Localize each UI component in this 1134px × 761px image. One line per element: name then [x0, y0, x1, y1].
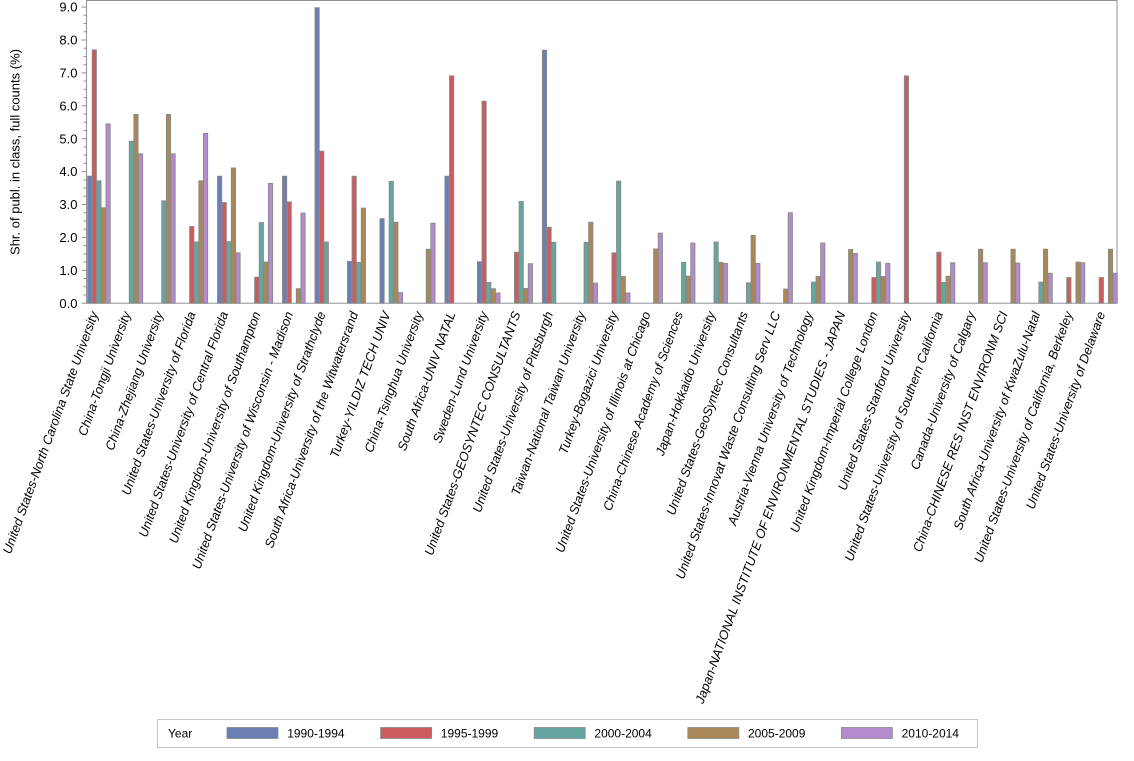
- svg-text:1995-1999: 1995-1999: [441, 727, 499, 741]
- svg-text:2000-2004: 2000-2004: [594, 727, 652, 741]
- svg-text:4.0: 4.0: [59, 164, 77, 179]
- svg-text:5.0: 5.0: [59, 131, 77, 146]
- svg-text:Year: Year: [168, 727, 192, 741]
- svg-text:8.0: 8.0: [59, 33, 77, 48]
- svg-text:6.0: 6.0: [59, 98, 77, 113]
- svg-text:0.0: 0.0: [59, 296, 77, 311]
- svg-text:2010-2014: 2010-2014: [902, 727, 960, 741]
- svg-text:2.0: 2.0: [59, 230, 77, 245]
- svg-text:Shr. of publ. in class, full c: Shr. of publ. in class, full counts (%): [8, 49, 23, 255]
- svg-text:7.0: 7.0: [59, 66, 77, 81]
- svg-text:3.0: 3.0: [59, 197, 77, 212]
- svg-text:9.0: 9.0: [59, 0, 77, 15]
- svg-text:1990-1994: 1990-1994: [287, 727, 345, 741]
- svg-text:2005-2009: 2005-2009: [748, 727, 806, 741]
- svg-text:1.0: 1.0: [59, 263, 77, 278]
